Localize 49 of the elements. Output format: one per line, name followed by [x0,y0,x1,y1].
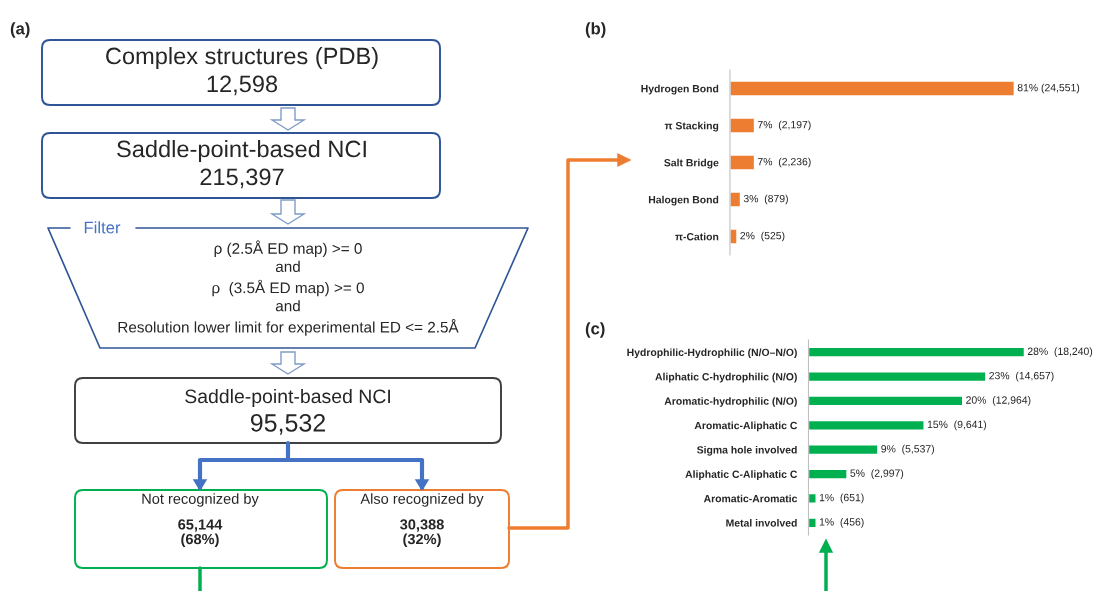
text: Filter [84,221,121,234]
y-tick-label: Aromatic-Aliphatic C [694,421,798,432]
bar [808,395,964,407]
data-label: 7% (2,236) [757,157,811,168]
data-label: 1% (456) [819,517,864,528]
data-label: 9% (5,537) [881,444,934,455]
text: Not recognized by 65,144 (68%) [142,493,259,548]
y-tick-label: Aliphatic C-hydrophilic (N/O) [655,372,797,383]
bar [808,370,987,383]
y-tick-label: Aliphatic C-Aliphatic C [685,470,798,480]
data-label: 28% (18,240) [1027,347,1093,358]
y-tick-label: Aromatic-Aromatic [703,494,798,503]
bar [808,517,817,529]
y-tick-label: Aromatic-hydrophilic (N/O) [664,397,797,407]
text: (a) [10,22,30,38]
data-label: 7% (2,197) [757,120,811,131]
y-tick-label: Sigma hole involved [696,445,797,456]
data-label: 5% (2,997) [850,469,904,479]
y-tick-label: π-Cation [675,232,719,241]
y-tick-label: Halogen Bond [648,195,719,206]
bar [808,468,848,480]
data-label: 23% (14,657) [989,371,1054,382]
y-tick-label: Metal involved [726,519,797,527]
text: Also recognized by 30,388 (32%) [360,493,484,548]
bar [729,228,738,245]
bar [729,191,742,208]
bar [729,154,756,171]
bar [808,492,817,505]
y-tick-label: π Stacking [664,121,719,132]
text: ρ (2.5Å ED map) >= 0 and ρ (3.5Å ED map) >= 0 and Resolution lower limit for experimental ED <= 2.5Å [118,240,459,336]
y-tick-label: Hydrogen Bond [641,84,719,95]
bar [808,346,1026,358]
y-tick-label: Salt Bridge [664,158,719,169]
bar [729,80,1016,97]
text: Complex structures (PDB) 12,598 [106,47,378,96]
text: (b) [585,22,606,38]
bar [808,444,879,456]
data-label: 15% (9,641) [927,420,987,431]
text: Saddle-point-based NCI 215,397 [117,140,366,189]
text: Saddle-point-based NCI 95,532 [185,388,390,435]
data-label: 1% (651) [819,493,864,504]
y-tick-label: Hydrophilic-Hydrophilic (N/O–N/O) [627,348,797,359]
bar [808,419,925,431]
data-label: 3% (879) [743,194,788,205]
bar [729,117,756,134]
data-label: 81% (24,551) [1017,83,1080,94]
text: (c) [585,322,605,338]
data-label: 20% (12,964) [966,396,1031,406]
data-label: 2% (525) [740,231,785,242]
